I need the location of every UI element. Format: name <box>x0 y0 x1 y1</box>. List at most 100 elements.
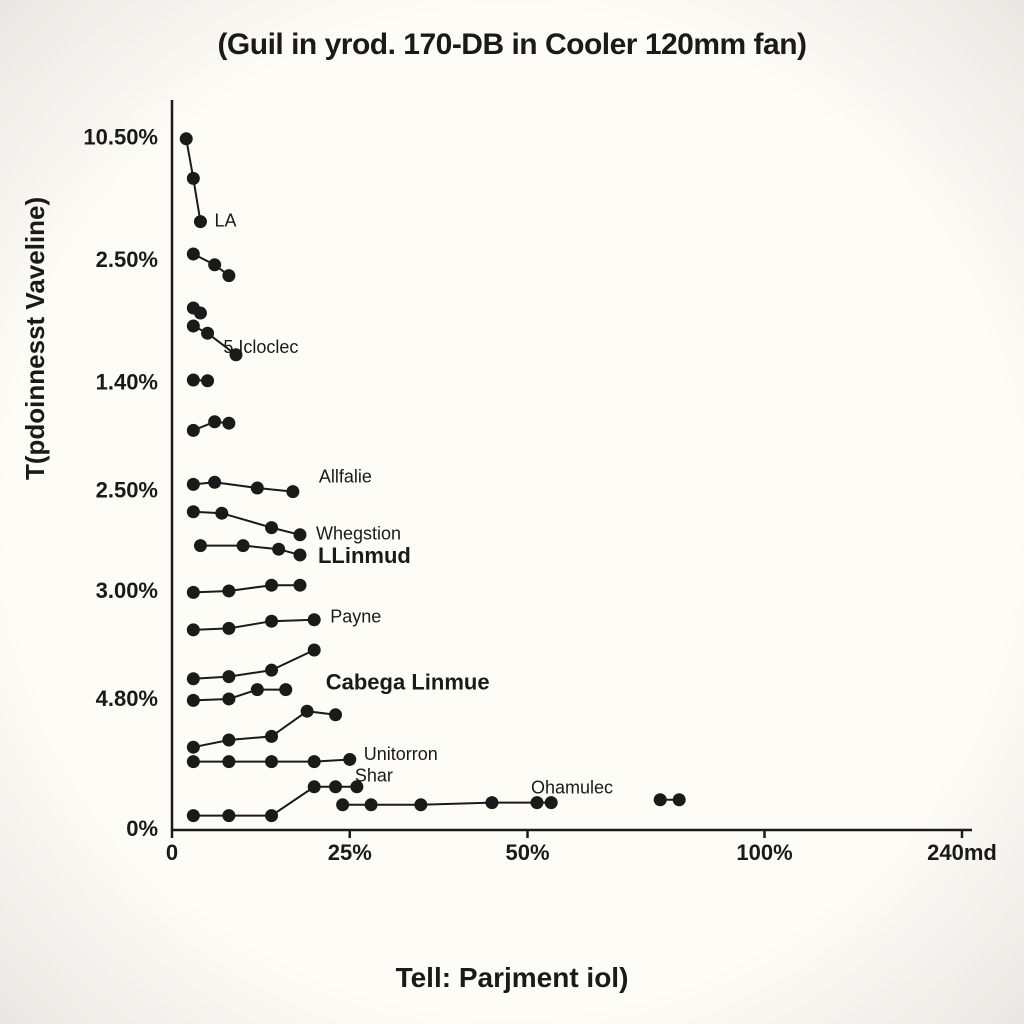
data-point <box>293 548 306 561</box>
series-line <box>193 711 335 747</box>
data-point <box>265 521 278 534</box>
data-point <box>301 705 314 718</box>
data-point <box>286 485 299 498</box>
data-point <box>187 505 200 518</box>
data-point <box>308 755 321 768</box>
data-point <box>187 320 200 333</box>
series-label: Payne <box>330 607 381 627</box>
data-point <box>222 670 235 683</box>
data-point <box>308 613 321 626</box>
data-point <box>187 623 200 636</box>
x-tick-label: 240md <box>927 840 997 865</box>
series-label: Cabega Linmue <box>326 669 490 694</box>
data-point <box>222 622 235 635</box>
x-tick-label: 100% <box>736 840 792 865</box>
data-point <box>265 755 278 768</box>
data-point <box>187 694 200 707</box>
data-point <box>265 809 278 822</box>
data-point <box>208 415 221 428</box>
y-tick-label: 4.80% <box>96 686 158 711</box>
data-point <box>673 793 686 806</box>
series-label: Unitorron <box>364 744 438 764</box>
data-point <box>530 796 543 809</box>
data-point <box>485 796 498 809</box>
data-point <box>336 798 349 811</box>
data-point <box>237 539 250 552</box>
series-line <box>193 512 300 535</box>
data-point <box>343 753 356 766</box>
data-point <box>279 683 292 696</box>
x-tick-label: 25% <box>328 840 372 865</box>
x-axis-label: Tell: Parjment iol) <box>0 962 1024 994</box>
data-series <box>180 132 686 822</box>
data-point <box>187 755 200 768</box>
series-line <box>193 690 285 701</box>
series-label: Shar <box>355 766 393 786</box>
chart-container: (Guil in yrod. 170-DB in Cooler 120mm fa… <box>0 0 1024 1024</box>
data-point <box>194 539 207 552</box>
data-point <box>222 809 235 822</box>
data-point <box>187 809 200 822</box>
data-point <box>308 644 321 657</box>
series-line <box>193 482 293 491</box>
data-point <box>208 476 221 489</box>
data-point <box>187 672 200 685</box>
data-point <box>187 172 200 185</box>
data-point <box>222 417 235 430</box>
data-point <box>194 307 207 320</box>
data-point <box>222 755 235 768</box>
data-point <box>265 730 278 743</box>
y-tick-label: 10.50% <box>83 125 158 150</box>
data-point <box>187 586 200 599</box>
data-point <box>222 584 235 597</box>
data-point <box>187 478 200 491</box>
data-point <box>365 798 378 811</box>
series-line <box>193 585 300 592</box>
data-point <box>187 374 200 387</box>
data-point <box>180 132 193 145</box>
data-point <box>187 248 200 261</box>
data-point <box>222 692 235 705</box>
data-point <box>329 708 342 721</box>
data-point <box>215 507 228 520</box>
data-point <box>222 734 235 747</box>
data-point <box>308 780 321 793</box>
data-point <box>187 741 200 754</box>
series-label: LA <box>214 210 236 230</box>
y-tick-label: 2.50% <box>96 477 158 502</box>
x-tick-label: 0 <box>166 840 178 865</box>
data-point <box>201 374 214 387</box>
data-point <box>545 796 558 809</box>
series-line <box>193 650 314 679</box>
data-point <box>293 579 306 592</box>
series-labels: LA 5 Icloclec Allfalie WhegstionLLinmud Payn… <box>214 210 613 797</box>
data-point <box>265 579 278 592</box>
data-point <box>187 424 200 437</box>
data-point <box>201 327 214 340</box>
y-tick-label: 2.50% <box>96 247 158 272</box>
data-point <box>265 664 278 677</box>
series-line <box>193 620 314 630</box>
data-point <box>251 482 264 495</box>
chart-plot: 0% 4.80% 3.00% 2.50% 1.40% 2.50% 10.50% 0 25% 50%… <box>0 0 1024 1024</box>
data-point <box>654 793 667 806</box>
data-point <box>272 543 285 556</box>
data-point <box>208 258 221 271</box>
series-label: LLinmud <box>318 543 411 568</box>
data-point <box>194 215 207 228</box>
x-tick-label: 50% <box>505 840 549 865</box>
series-label: Whegstion <box>316 524 401 544</box>
y-tick-label: 1.40% <box>96 369 158 394</box>
y-tick-label: 0% <box>126 816 158 841</box>
vignette-overlay <box>0 0 1024 1024</box>
series-label: 5 Icloclec <box>223 337 298 357</box>
data-point <box>414 798 427 811</box>
y-tick-label: 3.00% <box>96 578 158 603</box>
series-label: Ohamulec <box>531 777 613 797</box>
data-point <box>251 683 264 696</box>
data-point <box>222 269 235 282</box>
data-point <box>329 780 342 793</box>
data-point <box>265 615 278 628</box>
series-label: Allfalie <box>319 466 372 486</box>
data-point <box>293 528 306 541</box>
